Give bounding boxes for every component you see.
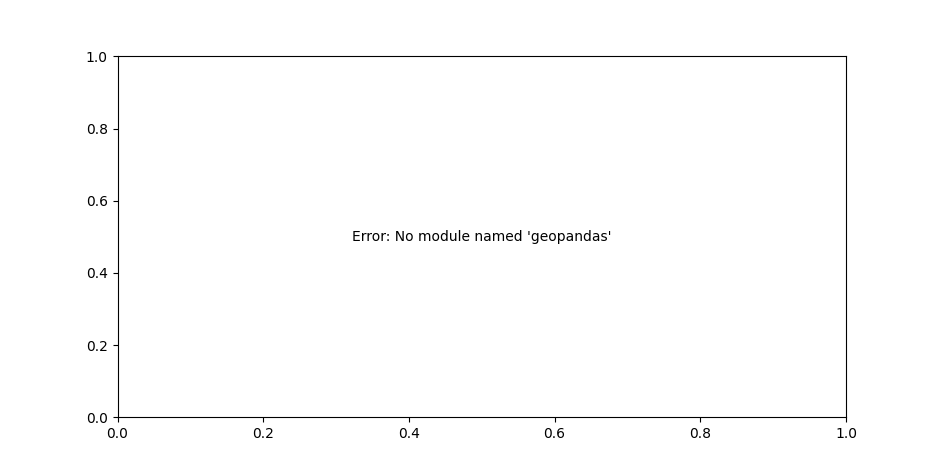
Text: Error: No module named 'geopandas': Error: No module named 'geopandas' [352, 230, 612, 244]
